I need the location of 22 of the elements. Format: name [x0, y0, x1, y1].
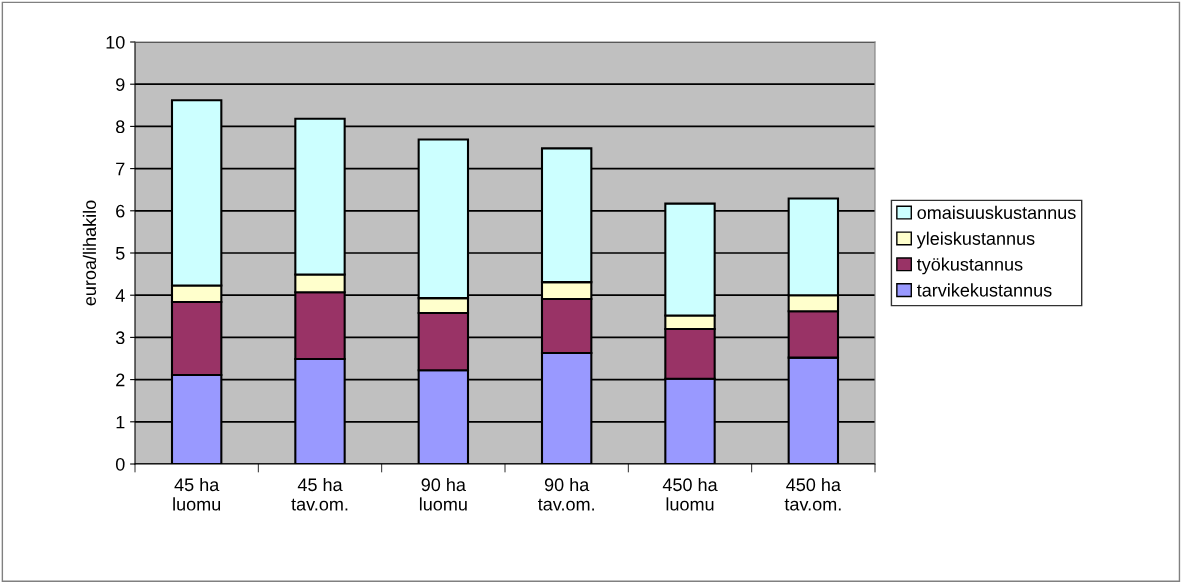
- y-tick-label: 5: [115, 247, 125, 260]
- x-tick-label: 450 ha tav.om.: [784, 477, 841, 511]
- legend-label: yleiskustannus: [916, 231, 1035, 249]
- x-tick-label: 90 ha tav.om.: [538, 477, 594, 511]
- legend-label: työkustannus: [916, 257, 1023, 275]
- x-tick-label: 45 ha tav.om.: [291, 477, 348, 511]
- y-tick-label: 2: [116, 373, 125, 387]
- y-tick-label: 7: [116, 162, 125, 176]
- x-tick-label: 45 ha luomu: [173, 477, 221, 511]
- y-tick-label: 6: [116, 204, 125, 218]
- y-tick-label: 4: [115, 289, 125, 302]
- y-tick-label: 10: [106, 35, 125, 49]
- legend-label: tarvikekustannus: [916, 283, 1052, 297]
- legend-label: omaisuuskustannus: [917, 205, 1076, 220]
- y-axis-title: euroa/lihakilo: [82, 200, 97, 306]
- x-tick-label: 90 ha luomu: [419, 477, 467, 511]
- y-tick-label: 1: [116, 415, 125, 429]
- y-tick-label: 9: [116, 78, 125, 91]
- x-tick-label: 450 ha luomu: [662, 477, 718, 511]
- y-tick-label: 3: [115, 331, 125, 345]
- y-tick-label: 0: [115, 457, 125, 471]
- y-tick-label: 8: [116, 120, 125, 134]
